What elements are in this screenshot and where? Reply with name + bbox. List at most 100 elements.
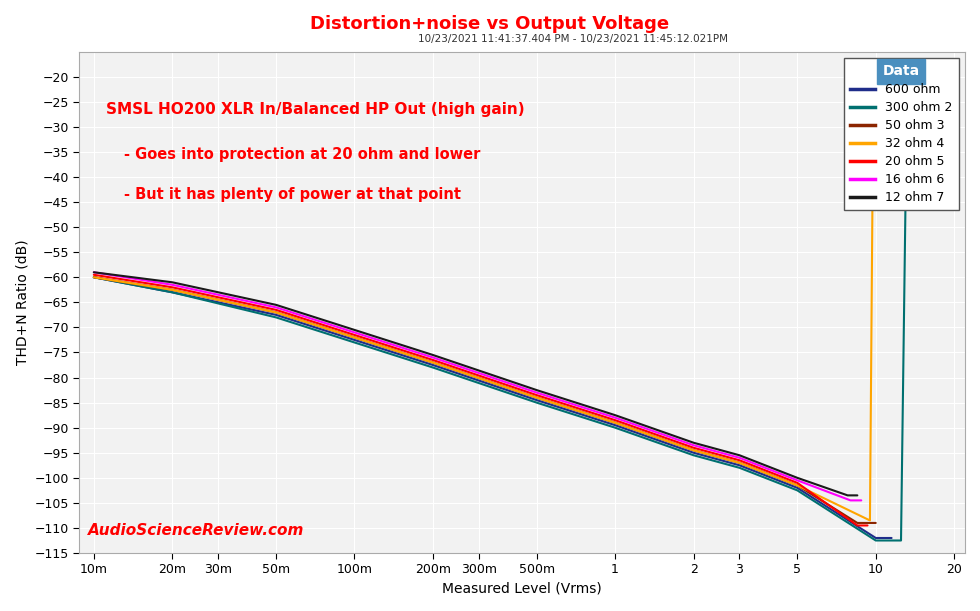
50 ohm 3 — [270, 309, 282, 316]
32 ohm 4 — [867, 68, 879, 75]
16 ohm 6 — [427, 354, 439, 361]
32 ohm 4 — [610, 419, 621, 426]
300 ohm 2 — [88, 274, 100, 281]
Line: 32 ohm 4: 32 ohm 4 — [94, 71, 878, 521]
Legend: 600 ohm, 300 ohm 2, 50 ohm 3, 32 ohm 4, 20 ohm 5, 16 ohm 6, 12 ohm 7: 600 ohm, 300 ohm 2, 50 ohm 3, 32 ohm 4, … — [844, 58, 958, 210]
Text: SMSL HO200 XLR In/Balanced HP Out (high gain): SMSL HO200 XLR In/Balanced HP Out (high … — [106, 102, 524, 117]
16 ohm 6 — [856, 497, 867, 504]
600 ohm — [427, 361, 439, 368]
600 ohm — [88, 274, 100, 281]
16 ohm 6 — [531, 389, 543, 397]
50 ohm 3 — [734, 459, 746, 466]
20 ohm 5 — [852, 522, 863, 529]
12 ohm 7 — [531, 386, 543, 393]
20 ohm 5 — [688, 444, 700, 452]
12 ohm 7 — [852, 492, 863, 499]
300 ohm 2 — [531, 399, 543, 406]
Line: 16 ohm 6: 16 ohm 6 — [94, 273, 861, 500]
X-axis label: Measured Level (Vrms): Measured Level (Vrms) — [442, 582, 602, 596]
300 ohm 2 — [734, 464, 746, 472]
12 ohm 7 — [792, 474, 804, 481]
50 ohm 3 — [610, 419, 621, 426]
16 ohm 6 — [792, 477, 804, 484]
20 ohm 5 — [792, 479, 804, 486]
12 ohm 7 — [610, 411, 621, 419]
50 ohm 3 — [870, 519, 882, 527]
Text: - But it has plenty of power at that point: - But it has plenty of power at that poi… — [123, 187, 461, 202]
50 ohm 3 — [427, 359, 439, 366]
Line: 600 ohm: 600 ohm — [94, 277, 892, 538]
50 ohm 3 — [349, 334, 361, 341]
300 ohm 2 — [902, 73, 913, 81]
Line: 12 ohm 7: 12 ohm 7 — [94, 273, 858, 496]
20 ohm 5 — [167, 284, 178, 291]
300 ohm 2 — [792, 487, 804, 494]
32 ohm 4 — [734, 459, 746, 466]
50 ohm 3 — [852, 519, 863, 527]
12 ohm 7 — [842, 492, 854, 499]
300 ohm 2 — [427, 364, 439, 371]
32 ohm 4 — [349, 334, 361, 341]
600 ohm — [688, 449, 700, 456]
20 ohm 5 — [610, 417, 621, 424]
300 ohm 2 — [688, 452, 700, 459]
12 ohm 7 — [270, 301, 282, 309]
16 ohm 6 — [688, 442, 700, 449]
300 ohm 2 — [895, 537, 906, 544]
Line: 20 ohm 5: 20 ohm 5 — [94, 275, 867, 525]
300 ohm 2 — [349, 338, 361, 346]
600 ohm — [531, 397, 543, 404]
12 ohm 7 — [427, 351, 439, 359]
32 ohm 4 — [872, 68, 884, 75]
50 ohm 3 — [531, 394, 543, 401]
50 ohm 3 — [792, 481, 804, 489]
32 ohm 4 — [864, 517, 876, 524]
Line: 50 ohm 3: 50 ohm 3 — [94, 277, 876, 523]
50 ohm 3 — [167, 286, 178, 293]
Y-axis label: THD+N Ratio (dB): THD+N Ratio (dB) — [15, 240, 29, 365]
600 ohm — [734, 462, 746, 469]
20 ohm 5 — [88, 271, 100, 279]
300 ohm 2 — [270, 313, 282, 321]
12 ohm 7 — [167, 279, 178, 286]
32 ohm 4 — [167, 286, 178, 293]
300 ohm 2 — [870, 537, 882, 544]
16 ohm 6 — [270, 304, 282, 311]
600 ohm — [886, 535, 898, 542]
12 ohm 7 — [734, 452, 746, 459]
16 ohm 6 — [167, 281, 178, 288]
Text: 10/23/2021 11:41:37.404 PM - 10/23/2021 11:45:12.021PM: 10/23/2021 11:41:37.404 PM - 10/23/2021 … — [418, 34, 728, 43]
32 ohm 4 — [88, 274, 100, 281]
20 ohm 5 — [861, 522, 873, 529]
Line: 300 ohm 2: 300 ohm 2 — [94, 77, 907, 541]
20 ohm 5 — [270, 306, 282, 313]
Text: Distortion+noise vs Output Voltage: Distortion+noise vs Output Voltage — [311, 15, 669, 33]
Text: - Goes into protection at 20 ohm and lower: - Goes into protection at 20 ohm and low… — [123, 147, 480, 162]
32 ohm 4 — [270, 309, 282, 316]
12 ohm 7 — [349, 326, 361, 334]
32 ohm 4 — [688, 447, 700, 454]
50 ohm 3 — [688, 447, 700, 454]
Text: AudioScienceReview.com: AudioScienceReview.com — [88, 523, 305, 538]
32 ohm 4 — [792, 481, 804, 489]
600 ohm — [349, 336, 361, 343]
20 ohm 5 — [427, 356, 439, 364]
50 ohm 3 — [88, 274, 100, 281]
600 ohm — [870, 535, 882, 542]
300 ohm 2 — [610, 424, 621, 431]
12 ohm 7 — [88, 269, 100, 276]
32 ohm 4 — [531, 394, 543, 401]
600 ohm — [167, 288, 178, 296]
32 ohm 4 — [427, 359, 439, 366]
600 ohm — [270, 311, 282, 318]
600 ohm — [610, 422, 621, 429]
16 ohm 6 — [610, 414, 621, 422]
16 ohm 6 — [845, 497, 857, 504]
600 ohm — [792, 484, 804, 491]
16 ohm 6 — [88, 269, 100, 276]
12 ohm 7 — [688, 439, 700, 447]
20 ohm 5 — [349, 331, 361, 338]
20 ohm 5 — [734, 456, 746, 464]
300 ohm 2 — [167, 288, 178, 296]
20 ohm 5 — [531, 392, 543, 399]
